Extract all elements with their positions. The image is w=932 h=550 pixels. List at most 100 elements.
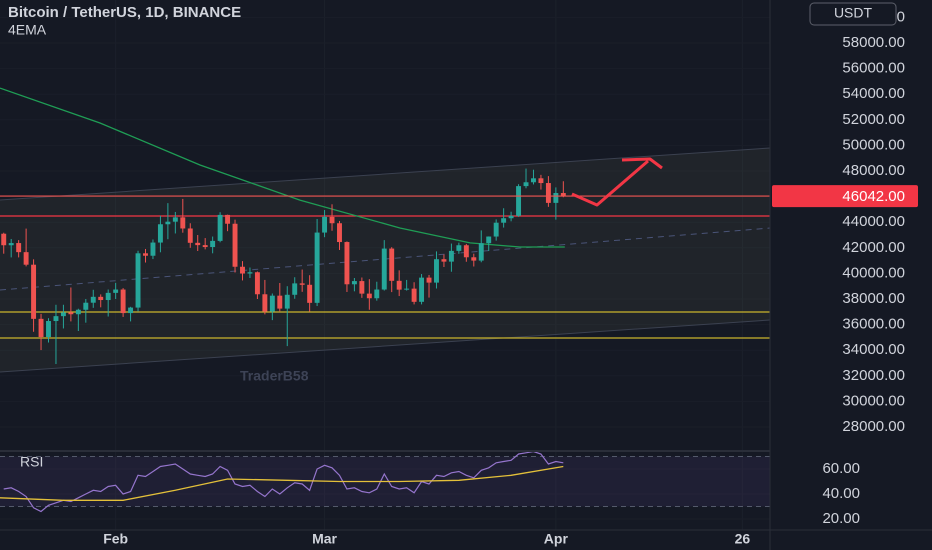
candle-body bbox=[98, 296, 104, 301]
candle-body bbox=[195, 242, 201, 246]
candle-body bbox=[486, 236, 492, 244]
candle-body bbox=[456, 245, 462, 251]
candle-body bbox=[381, 248, 387, 290]
candle-body bbox=[277, 295, 283, 309]
candle-body bbox=[240, 266, 245, 274]
currency-label[interactable]: USDT bbox=[834, 5, 873, 21]
candle-body bbox=[210, 240, 216, 248]
channel-bottom bbox=[0, 319, 771, 373]
y-tick-label: 50000.00 bbox=[842, 136, 905, 153]
y-tick-label: 52000.00 bbox=[842, 111, 905, 128]
candle-body bbox=[269, 295, 275, 312]
price-pane bbox=[0, 87, 770, 365]
candle-body bbox=[441, 259, 447, 262]
candle-body bbox=[53, 316, 59, 322]
candle-body bbox=[284, 294, 290, 309]
rsi-tick-label: 40.00 bbox=[822, 485, 860, 502]
candle-body bbox=[135, 253, 141, 308]
candle-body bbox=[531, 178, 536, 183]
candle-body bbox=[501, 218, 507, 223]
y-tick-label: 32000.00 bbox=[842, 367, 905, 384]
candle-body bbox=[359, 281, 365, 294]
candle-body bbox=[553, 193, 559, 203]
candle-body bbox=[307, 284, 313, 303]
rsi-tick-label: 60.00 bbox=[822, 460, 860, 477]
y-tick-label: 36000.00 bbox=[842, 316, 905, 333]
x-tick-label: Apr bbox=[544, 531, 569, 547]
candle-body bbox=[426, 277, 432, 283]
x-tick-label: Feb bbox=[103, 531, 128, 547]
y-tick-label: 58000.00 bbox=[842, 34, 905, 51]
x-tick-label: Mar bbox=[312, 531, 337, 547]
candle-body bbox=[351, 281, 357, 285]
candle-body bbox=[329, 216, 335, 224]
candle-body bbox=[262, 294, 268, 312]
chart-title: Bitcoin / TetherUS, 1D, BINANCE bbox=[8, 4, 241, 21]
y-tick-label: 28000.00 bbox=[842, 418, 905, 435]
candle-body bbox=[46, 321, 51, 338]
candle-body bbox=[366, 293, 372, 299]
candle-body bbox=[434, 259, 439, 283]
y-tick-label: 56000.00 bbox=[842, 60, 905, 77]
currency-button[interactable] bbox=[809, 2, 897, 26]
channel-top bbox=[0, 147, 771, 201]
candle-body bbox=[180, 217, 186, 229]
y-tick-label: 48000.00 bbox=[842, 162, 905, 179]
candle-body bbox=[23, 252, 29, 265]
rsi-title: RSI bbox=[20, 454, 43, 470]
candle-body bbox=[120, 289, 126, 314]
candle-body bbox=[396, 280, 402, 290]
candle-body bbox=[247, 272, 253, 274]
candle-body bbox=[202, 245, 208, 248]
last-price-label: 46042.00 bbox=[842, 188, 905, 205]
candle-body bbox=[105, 292, 111, 301]
candle-body bbox=[75, 309, 81, 315]
candle-body bbox=[172, 217, 178, 222]
candle-body bbox=[254, 272, 260, 295]
candle-body bbox=[8, 243, 14, 246]
candle-body bbox=[232, 223, 238, 267]
candle-body bbox=[545, 183, 551, 203]
candle-body bbox=[538, 178, 544, 184]
candle-body bbox=[299, 283, 305, 285]
candle-body bbox=[448, 250, 454, 262]
candle-body bbox=[516, 186, 522, 216]
candle-body bbox=[187, 228, 193, 243]
rsi-ma-line bbox=[0, 465, 564, 501]
candle-body bbox=[419, 277, 425, 302]
candle-body bbox=[508, 215, 514, 219]
candle-body bbox=[523, 182, 529, 187]
candle-body bbox=[60, 312, 66, 317]
candle-body bbox=[128, 307, 134, 314]
candle-body bbox=[337, 223, 342, 243]
candle-body bbox=[217, 214, 223, 241]
candle-body bbox=[68, 312, 74, 315]
watermark: TraderB58 bbox=[240, 368, 309, 384]
candle-body bbox=[463, 245, 469, 258]
candle-body bbox=[314, 232, 320, 303]
candle-body bbox=[292, 283, 298, 295]
candle-body bbox=[113, 289, 119, 293]
labels: Feb Mar Apr 26 28000.00 30000.00 32000.00 34000… bbox=[103, 8, 918, 547]
y-tick-label: 54000.00 bbox=[842, 85, 905, 102]
candle-body bbox=[150, 242, 156, 256]
y-tick-label: 44000.00 bbox=[842, 213, 905, 230]
candle-body bbox=[143, 253, 148, 256]
rsi-line bbox=[3, 450, 564, 513]
rsi-pane bbox=[0, 450, 770, 513]
candle-body bbox=[322, 216, 328, 233]
candle-body bbox=[157, 224, 163, 243]
candle-body bbox=[83, 302, 89, 310]
rsi-tick-label: 20.00 bbox=[822, 510, 860, 527]
candle-body bbox=[389, 248, 395, 281]
y-tick-label: 34000.00 bbox=[842, 341, 905, 358]
candle-body bbox=[165, 221, 171, 225]
last-price-box bbox=[772, 185, 918, 208]
candle-body bbox=[16, 243, 22, 253]
candle-body bbox=[38, 318, 44, 338]
candle-body bbox=[344, 242, 350, 285]
candle-body bbox=[90, 296, 96, 303]
ema-line bbox=[0, 87, 565, 248]
